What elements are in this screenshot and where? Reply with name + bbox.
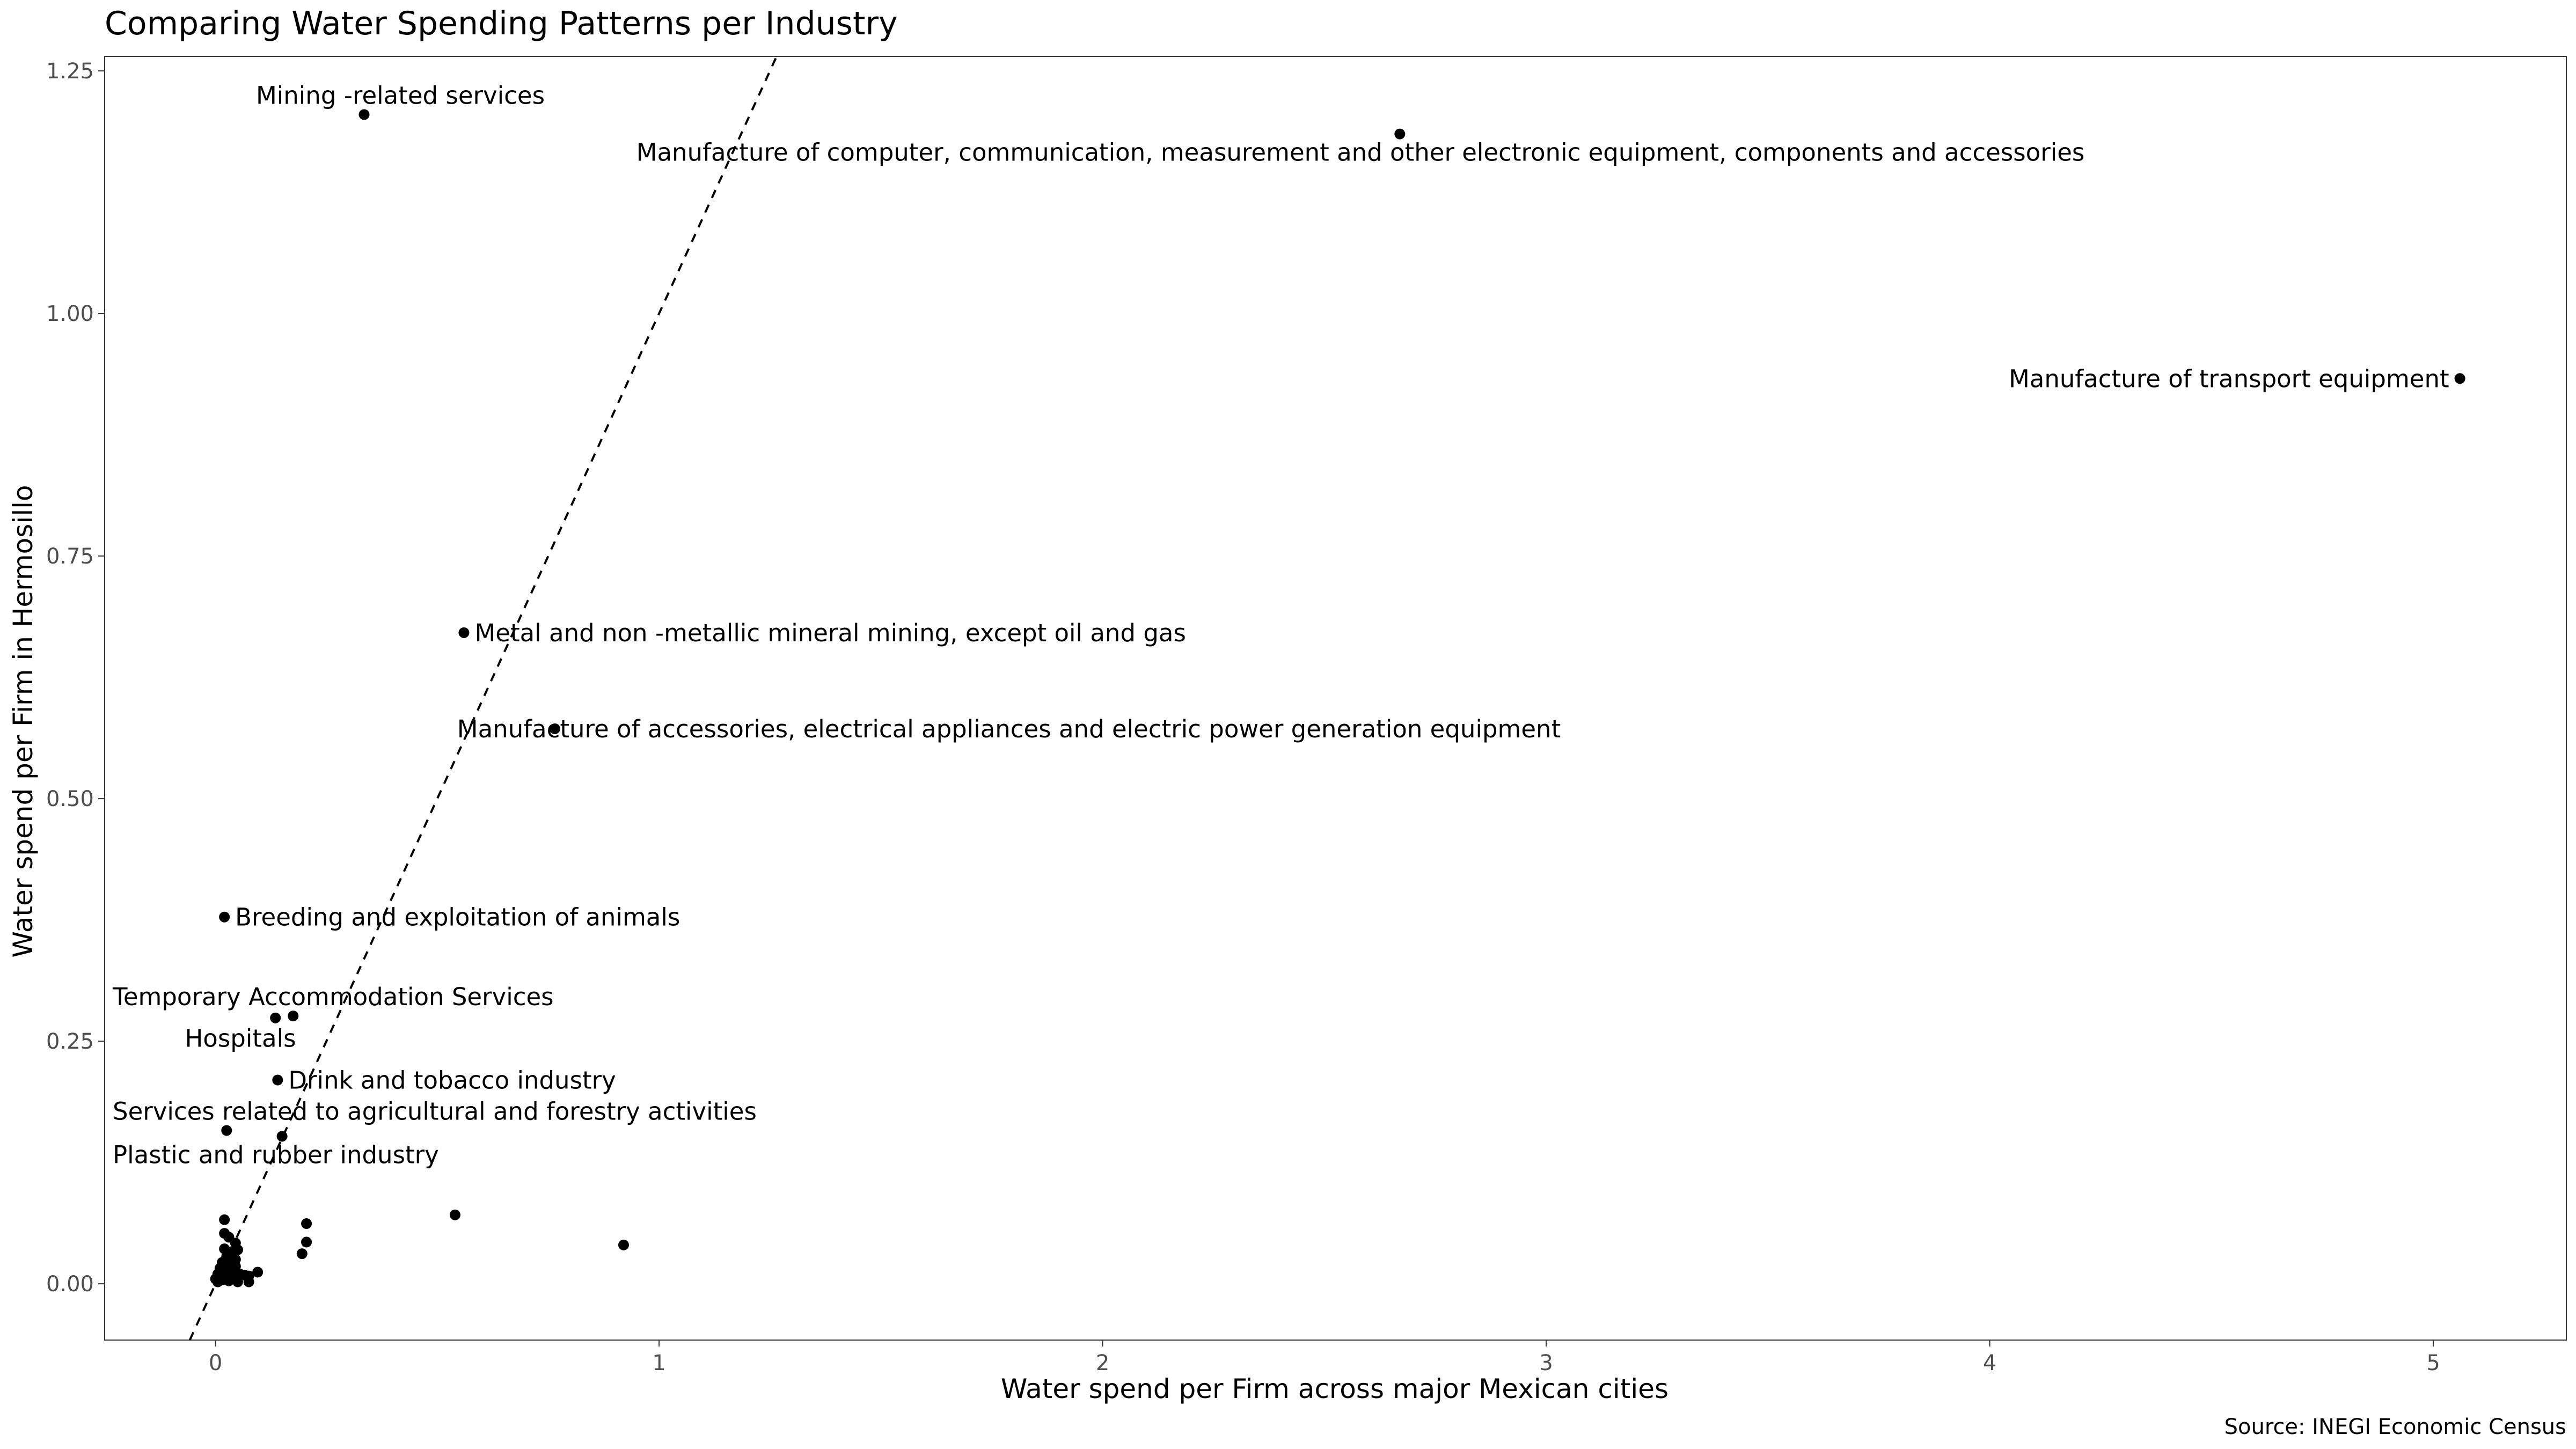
data-point — [618, 1239, 629, 1250]
data-point — [212, 1276, 223, 1287]
data-point — [232, 1244, 243, 1255]
data-point — [301, 1218, 312, 1230]
y-tick-label: 0.75 — [46, 544, 94, 569]
data-point — [223, 1275, 235, 1286]
y-tick-label: 1.25 — [46, 59, 94, 84]
x-tick-label: 0 — [209, 1351, 222, 1375]
data-point — [219, 911, 230, 923]
x-tick-label: 2 — [1096, 1351, 1109, 1375]
x-tick-label: 4 — [1983, 1351, 1996, 1375]
point-label: Drink and tobacco industry — [288, 1066, 616, 1094]
data-point — [296, 1248, 308, 1260]
data-point — [252, 1267, 264, 1278]
data-point — [272, 1074, 283, 1086]
data-point — [2454, 373, 2465, 384]
point-label: Plastic and rubber industry — [113, 1140, 439, 1169]
point-label: Breeding and exploitation of animals — [235, 903, 680, 932]
point-label: Services related to agricultural and for… — [113, 1097, 757, 1125]
panel-border — [104, 56, 2567, 1341]
chart-title: Comparing Water Spending Patterns per In… — [105, 5, 898, 42]
x-tick-label: 1 — [652, 1351, 665, 1375]
y-tick-label: 1.00 — [46, 302, 94, 326]
point-label: Mining -related services — [256, 81, 545, 109]
x-tick-label: 3 — [1539, 1351, 1553, 1375]
point-label: Hospitals — [185, 1024, 296, 1053]
data-point — [270, 1012, 281, 1023]
x-axis: 0 1 2 3 4 5 — [209, 1340, 2440, 1375]
point-label: Metal and non -metallic mineral mining, … — [474, 619, 1185, 647]
data-point — [301, 1236, 312, 1248]
y-tick-label: 0.00 — [46, 1272, 94, 1297]
data-point — [449, 1209, 460, 1220]
x-axis-title: Water spend per Firm across major Mexica… — [1001, 1373, 1668, 1404]
data-point — [458, 627, 470, 638]
point-label: Manufacture of computer, communication, … — [636, 138, 2085, 167]
data-point — [276, 1131, 288, 1142]
reference-line — [188, 56, 778, 1340]
y-axis: 0.00 0.25 0.50 0.75 1.00 1.25 — [46, 59, 105, 1297]
point-label: Manufacture of accessories, electrical a… — [457, 715, 1561, 743]
data-point — [358, 109, 370, 120]
data-point — [549, 723, 560, 734]
data-point — [288, 1011, 299, 1022]
y-tick-label: 0.25 — [46, 1029, 94, 1054]
data-point — [221, 1125, 232, 1136]
data-point — [230, 1254, 241, 1265]
point-label: Temporary Accommodation Services — [112, 983, 554, 1011]
data-point — [243, 1276, 254, 1287]
plot-panel: Mining -related services Manufacture of c… — [104, 56, 2567, 1341]
source-caption: Source: INEGI Economic Census — [2224, 1415, 2566, 1439]
y-axis-title: Water spend per Firm in Hermosillo — [8, 485, 39, 958]
data-point — [232, 1276, 243, 1287]
x-tick-label: 5 — [2426, 1351, 2440, 1375]
data-point — [1394, 128, 1406, 140]
y-tick-label: 0.50 — [46, 787, 94, 811]
point-label: Manufacture of transport equipment — [2009, 364, 2449, 393]
data-point — [219, 1214, 230, 1225]
